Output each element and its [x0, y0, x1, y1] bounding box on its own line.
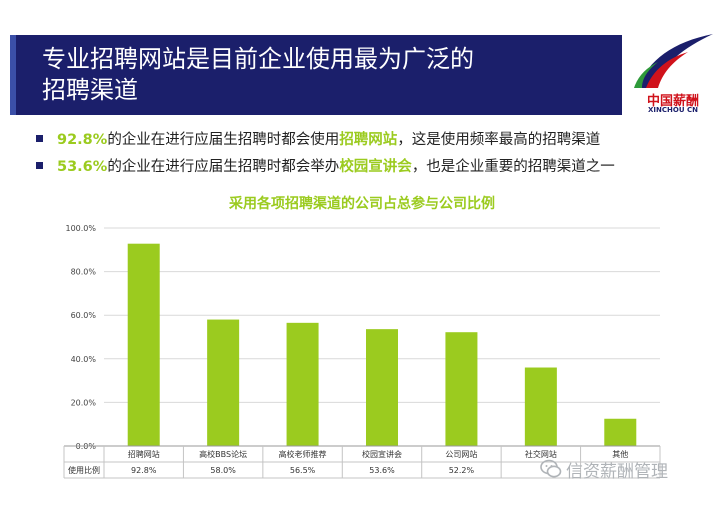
data-label: 58.0%: [210, 466, 236, 475]
bar: [207, 319, 240, 446]
watermark-text: 信资薪酬管理: [566, 461, 668, 482]
bar: [127, 243, 160, 446]
title-banner: [10, 35, 622, 115]
x-tick-label: 高校老师推荐: [279, 449, 327, 459]
table-row-label: 使用比例: [68, 465, 100, 475]
wechat-icon: [540, 459, 562, 478]
y-tick-label: 60.0%: [71, 311, 97, 320]
x-tick-label: 校园宣讲会: [362, 449, 402, 459]
x-tick-label: 社交网站: [525, 449, 557, 459]
logo-text-cn: 中国薪酬: [646, 94, 699, 109]
bullet-marker: [36, 162, 43, 169]
data-label: 56.5%: [290, 466, 316, 475]
bullet-percent: 53.6%: [57, 159, 108, 175]
x-tick-label: 高校BBS论坛: [199, 449, 247, 459]
logo-text-en: XINCHOU CN: [648, 106, 698, 114]
bullet-keyword: 招聘网站: [339, 132, 398, 148]
x-tick-label: 招聘网站: [128, 449, 160, 459]
page-title: 专业招聘网站是目前企业使用最为广泛的 招聘渠道: [42, 44, 602, 106]
bar: [524, 367, 557, 446]
bullet-list: 92.8%的企业在进行应届生招聘时都会使用招聘网站，这是使用频率最高的招聘渠道 …: [36, 128, 716, 182]
data-label: 92.8%: [131, 466, 157, 475]
bullet-percent: 92.8%: [57, 132, 108, 148]
chart-title: 采用各项招聘渠道的公司占总参与公司比例: [229, 196, 495, 212]
bullet-item: 92.8%的企业在进行应届生招聘时都会使用招聘网站，这是使用频率最高的招聘渠道: [36, 128, 716, 155]
bar: [286, 322, 319, 446]
y-tick-label: 40.0%: [71, 355, 97, 364]
page-title-line2: 招聘渠道: [42, 76, 138, 104]
y-tick-label: 20.0%: [71, 398, 97, 407]
page-title-line1: 专业招聘网站是目前企业使用最为广泛的: [42, 45, 474, 73]
bar: [366, 329, 398, 446]
data-label: 53.6%: [369, 466, 395, 475]
swoosh-logo-icon: [634, 34, 713, 88]
bullet-text: ，也是企业重要的招聘渠道之一: [411, 159, 615, 175]
bullet-text: 的企业在进行应届生招聘时都会举办: [107, 159, 340, 175]
watermark: 信资薪酬管理: [540, 456, 710, 482]
x-tick-label: 其他: [612, 449, 628, 459]
bullet-keyword: 校园宣讲会: [339, 159, 412, 175]
bar: [604, 418, 637, 446]
bullet-marker: [36, 135, 43, 142]
bullet-text: ，这是使用频率最高的招聘渠道: [397, 132, 601, 148]
y-tick-label: 80.0%: [71, 268, 97, 277]
bullet-item: 53.6%的企业在进行应届生招聘时都会举办校园宣讲会，也是企业重要的招聘渠道之一: [36, 155, 716, 182]
y-tick-label: 100.0%: [65, 224, 96, 233]
data-label: 52.2%: [449, 466, 475, 475]
bullet-text: 的企业在进行应届生招聘时都会使用: [107, 132, 340, 148]
bar: [445, 332, 478, 446]
logo: 中国薪酬 XINCHOU CN: [628, 30, 718, 114]
x-tick-label: 公司网站: [445, 449, 477, 459]
